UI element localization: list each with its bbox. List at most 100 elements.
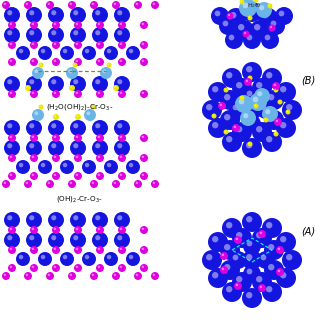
Circle shape [256,276,262,283]
Circle shape [282,100,302,120]
Circle shape [274,87,278,92]
Circle shape [30,154,38,162]
Circle shape [96,226,104,234]
Circle shape [226,222,232,228]
Circle shape [239,95,244,100]
Circle shape [226,286,232,292]
Circle shape [26,182,28,184]
Circle shape [74,21,82,29]
Circle shape [249,17,250,18]
Circle shape [202,100,222,120]
Circle shape [223,87,228,92]
Circle shape [30,246,38,254]
Circle shape [73,30,78,35]
Circle shape [73,215,78,220]
Circle shape [260,232,262,234]
Circle shape [54,60,56,62]
Circle shape [96,134,104,142]
Circle shape [275,7,293,25]
Circle shape [26,27,42,43]
Circle shape [242,2,262,22]
Circle shape [10,60,12,62]
Circle shape [82,160,96,174]
Circle shape [247,15,252,20]
Circle shape [60,252,74,266]
Circle shape [70,274,72,276]
Circle shape [279,11,284,16]
Circle shape [266,72,272,78]
Circle shape [129,255,133,259]
Circle shape [10,136,12,138]
Circle shape [92,120,108,136]
Circle shape [107,49,111,53]
Circle shape [74,90,82,98]
Circle shape [129,163,133,167]
Circle shape [2,180,10,188]
Circle shape [76,173,78,176]
Circle shape [266,222,272,228]
Circle shape [229,101,247,119]
Circle shape [142,60,144,62]
Circle shape [232,228,252,248]
Circle shape [76,136,78,138]
Circle shape [268,94,274,100]
Circle shape [38,46,52,60]
Circle shape [262,106,278,122]
Circle shape [140,58,148,66]
Circle shape [243,3,248,8]
Circle shape [96,154,104,162]
Circle shape [222,68,242,88]
Circle shape [74,172,82,180]
Circle shape [222,218,242,238]
Circle shape [98,92,100,94]
Circle shape [70,27,86,43]
Circle shape [95,79,100,84]
Circle shape [24,272,32,280]
Circle shape [26,212,42,228]
Circle shape [48,3,50,5]
Circle shape [85,255,89,259]
Circle shape [225,89,226,90]
Circle shape [220,90,240,110]
Circle shape [136,182,138,184]
Circle shape [30,134,38,142]
Circle shape [92,182,94,184]
Circle shape [220,266,228,274]
Circle shape [52,226,60,234]
Circle shape [46,272,54,280]
Circle shape [74,41,82,49]
Circle shape [277,100,283,105]
Circle shape [276,268,284,276]
Circle shape [212,115,214,116]
Circle shape [112,1,120,9]
Circle shape [224,244,230,251]
Circle shape [30,90,38,98]
Circle shape [48,274,50,276]
Circle shape [117,123,122,128]
Circle shape [114,27,130,43]
Circle shape [8,154,16,162]
Circle shape [118,172,126,180]
Circle shape [90,272,98,280]
Circle shape [241,1,242,2]
Circle shape [53,114,59,120]
Circle shape [142,248,144,250]
Circle shape [252,228,272,248]
Circle shape [114,120,130,136]
Circle shape [272,82,280,90]
Circle shape [276,246,284,254]
Circle shape [73,235,78,240]
Circle shape [117,235,122,240]
Circle shape [254,24,260,30]
Circle shape [228,35,234,40]
Circle shape [212,236,219,243]
Circle shape [70,86,72,88]
Circle shape [232,122,252,142]
Circle shape [206,254,212,260]
Circle shape [286,110,288,112]
Circle shape [92,106,93,107]
Circle shape [29,79,34,84]
Circle shape [242,250,262,270]
Circle shape [117,79,122,84]
Circle shape [70,3,72,5]
